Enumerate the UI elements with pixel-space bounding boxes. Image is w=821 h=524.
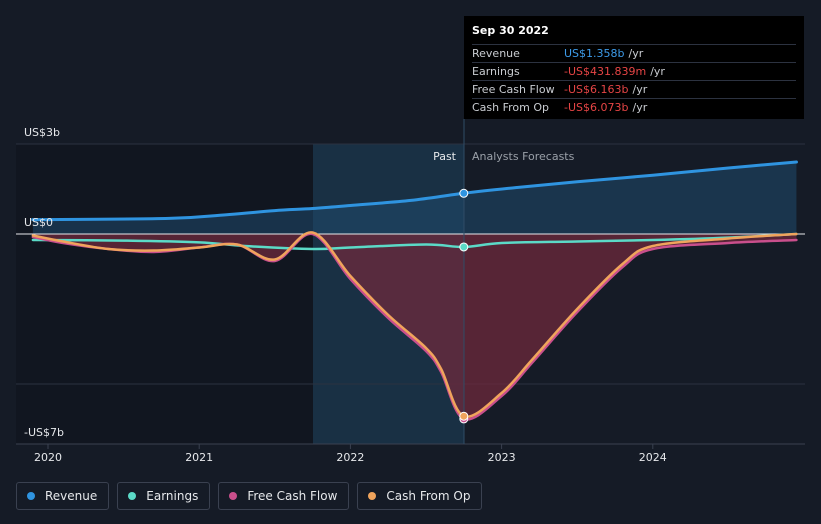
tooltip-unit: /yr [628,47,644,60]
earnings-marker [459,242,469,252]
pre-shade [16,144,313,444]
legend-label: Cash From Op [386,489,471,503]
tooltip-value: US$1.358b [564,47,625,60]
legend-label: Free Cash Flow [247,489,338,503]
tooltip-unit: /yr [632,83,648,96]
legend: Revenue Earnings Free Cash Flow Cash From O… [16,482,483,510]
tooltip-label: Revenue [472,47,520,60]
earnings-line [31,232,798,251]
forecast-label: Analysts Forecasts [472,150,575,163]
tooltip-row: Revenue US$1.358b/yr [472,45,796,63]
past-label: Past [433,150,457,163]
tooltip-unit: /yr [632,101,648,114]
legend-dot-icon [229,492,238,500]
tooltip: Sep 30 2022 Revenue US$1.358b/yr Earnings -… [464,16,804,119]
tooltip-row: Earnings -US$431.839m/yr [472,63,796,81]
y-tick-bottom: -US$7b [24,426,64,439]
legend-item-revenue[interactable]: Revenue [16,482,110,510]
legend-dot-icon [128,492,137,500]
legend-label: Revenue [45,489,98,503]
x-tick-label-2024: 2024 [639,451,667,464]
tooltip-row: Free Cash Flow -US$6.163b/yr [472,81,796,99]
revenue-marker [459,188,469,198]
y-tick-top: US$3b [24,126,60,139]
tooltip-value: -US$431.839m [564,65,647,78]
tooltip-label: Cash From Op [472,101,550,114]
revenue-line [31,160,798,222]
tooltip-unit: /yr [650,65,665,78]
tooltip-row: Cash From Op -US$6.073b/yr [472,99,796,116]
tooltip-label: Earnings [472,65,520,78]
cash-from-op-marker [459,411,469,421]
legend-label: Earnings [146,489,199,503]
cash-from-op-line [31,231,798,418]
tooltip-date: Sep 30 2022 [472,24,796,45]
legend-item-earnings[interactable]: Earnings [117,482,211,510]
legend-item-free-cash-flow[interactable]: Free Cash Flow [218,482,350,510]
tooltip-label: Free Cash Flow [472,83,555,96]
free-cash-flow-line [31,232,798,421]
x-tick-label-2020: 2020 [34,451,62,464]
x-tick-label-2023: 2023 [488,451,516,464]
legend-dot-icon [368,492,377,500]
x-tick-label-2021: 2021 [185,451,213,464]
legend-item-cash-from-op[interactable]: Cash From Op [357,482,483,510]
x-tick-label-2022: 2022 [336,451,364,464]
tooltip-value: -US$6.163b [564,83,629,96]
legend-dot-icon [27,492,35,500]
tooltip-value: -US$6.073b [564,101,629,114]
y-tick-zero: US$0 [24,216,53,229]
